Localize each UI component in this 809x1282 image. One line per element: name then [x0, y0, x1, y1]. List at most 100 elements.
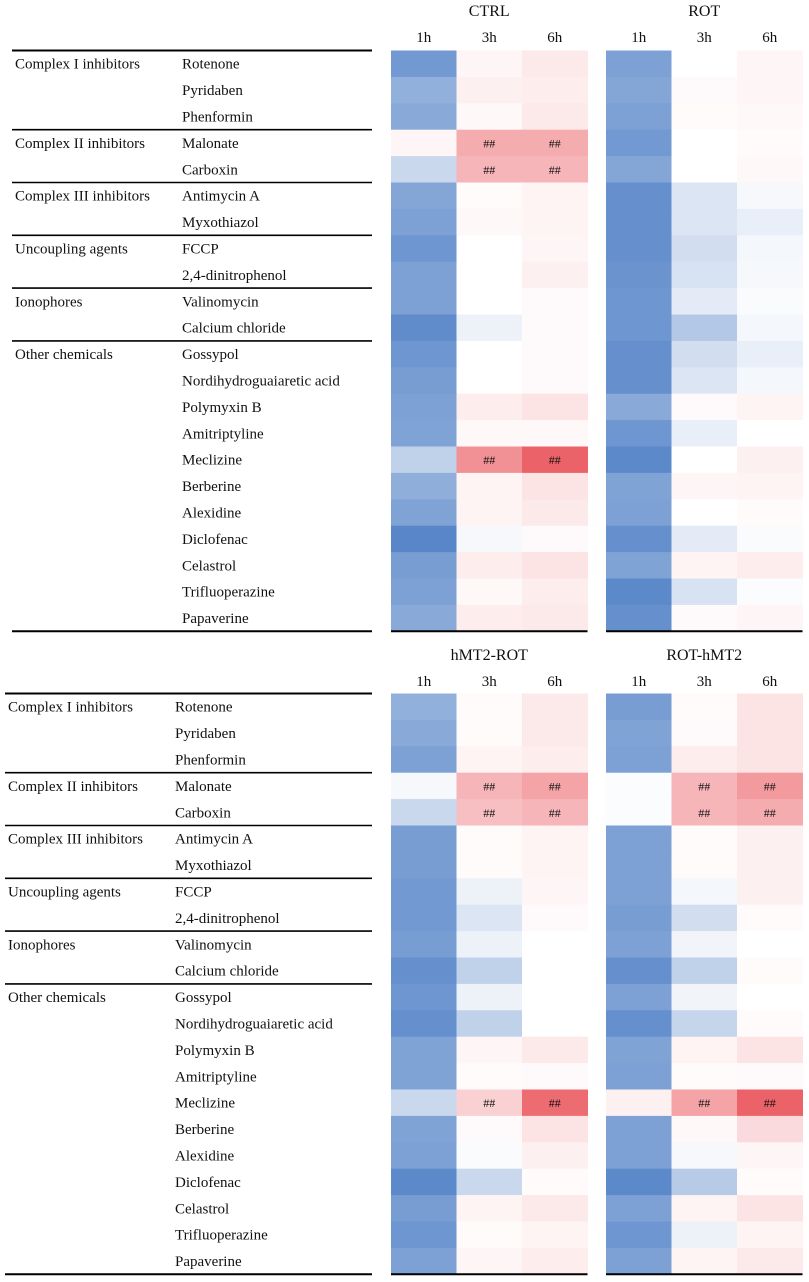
heatmap-cell — [522, 878, 588, 906]
heatmap-cell — [671, 578, 738, 606]
heatmap-cell — [737, 1195, 803, 1222]
heatmap-cell — [737, 1142, 803, 1170]
heatmap-cell — [671, 50, 738, 78]
heatmap-cell — [522, 1168, 588, 1196]
heatmap-cell — [737, 76, 803, 104]
heatmap-cell — [522, 552, 588, 579]
heatmap-cell — [391, 1063, 457, 1090]
heatmap-cell — [737, 825, 803, 853]
heatmap-cell — [737, 746, 803, 774]
compound-label: 2,4-dinitrophenol — [182, 268, 287, 284]
heatmap-cell — [671, 235, 738, 263]
heatmap-cell — [671, 693, 738, 721]
heatmap-cell — [522, 1221, 588, 1249]
heatmap-cell — [737, 904, 803, 932]
heatmap-cell — [737, 1089, 803, 1117]
heatmap-cell — [391, 367, 457, 395]
heatmap-cell — [606, 878, 672, 906]
compound-label: Meclizine — [182, 453, 242, 469]
heatmap-cell — [456, 76, 523, 104]
group-label: Uncoupling agents — [15, 242, 128, 258]
heatmap-cell — [606, 983, 672, 1011]
heatmap-cell — [671, 446, 738, 474]
heatmap-cell — [671, 182, 738, 210]
heatmap-cell — [606, 578, 672, 606]
heatmap-cell — [737, 1115, 803, 1143]
heatmap-cell — [456, 578, 523, 606]
significance-mark: ## — [549, 779, 561, 793]
heatmap-cell — [671, 957, 738, 985]
heatmap-cell — [671, 604, 738, 632]
heatmap-cell — [671, 931, 738, 958]
heatmap-cell — [606, 1036, 672, 1064]
heatmap-cell — [737, 1247, 803, 1275]
heatmap-cell — [606, 208, 672, 236]
panel-title: CTRL — [469, 3, 510, 20]
time-label: 6h — [762, 30, 778, 46]
heatmap-cell — [391, 50, 457, 78]
compound-label: Carboxin — [182, 162, 238, 178]
time-label: 3h — [697, 30, 713, 46]
heatmap-cell — [391, 772, 457, 800]
heatmap-cell — [671, 772, 738, 800]
heatmap-cell — [737, 604, 803, 632]
heatmap-cell — [737, 719, 803, 747]
significance-mark: ## — [483, 806, 495, 820]
heatmap-cell — [671, 525, 738, 553]
heatmap-cell — [606, 261, 672, 289]
heatmap-cell — [391, 578, 457, 606]
heatmap-cell — [606, 1247, 672, 1275]
heatmap-cell — [737, 261, 803, 289]
heatmap-cell — [456, 1168, 523, 1196]
compound-label: Alexidine — [182, 506, 241, 522]
group-label: Complex III inhibitors — [15, 189, 150, 205]
group-label: Complex III inhibitors — [8, 832, 143, 848]
heatmap-cell — [456, 693, 523, 721]
heatmap-cell — [456, 604, 523, 632]
heatmap-cell — [522, 931, 588, 958]
heatmap-cell — [456, 931, 523, 958]
heatmap-cell — [737, 288, 803, 315]
heatmap-cell — [671, 1063, 738, 1090]
heatmap-cell — [522, 1195, 588, 1222]
heatmap-cell — [522, 1142, 588, 1170]
heatmap-cell — [456, 1010, 523, 1038]
heatmap-cell — [606, 156, 672, 183]
heatmap-cell — [456, 208, 523, 236]
heatmap-cell — [391, 552, 457, 579]
heatmap-cell — [391, 851, 457, 879]
heatmap-cell — [671, 208, 738, 236]
heatmap-cell — [737, 1221, 803, 1249]
heatmap-cell — [456, 129, 523, 157]
heatmap-cell — [522, 76, 588, 104]
compound-label: Meclizine — [175, 1096, 235, 1112]
heatmap-cell — [606, 103, 672, 131]
compound-label: Valinomycin — [175, 937, 252, 953]
significance-mark: ## — [483, 453, 495, 467]
heatmap-cell — [522, 156, 588, 183]
heatmap-cell — [606, 1142, 672, 1170]
compound-label: Myxothiazol — [182, 215, 259, 231]
heatmap-cell — [606, 288, 672, 315]
time-label: 6h — [547, 674, 563, 690]
heatmap-cell — [522, 1063, 588, 1090]
heatmap-cell — [522, 799, 588, 826]
compound-label: Antimycin A — [182, 189, 260, 205]
heatmap-cell — [737, 103, 803, 131]
heatmap-cell — [391, 1247, 457, 1275]
heatmap-cell — [456, 851, 523, 879]
compound-label: FCCP — [182, 242, 219, 258]
heatmap-cell — [737, 799, 803, 826]
heatmap-cell — [606, 851, 672, 879]
heatmap-cell — [606, 446, 672, 474]
heatmap-cell — [606, 76, 672, 104]
heatmap-cell — [456, 340, 523, 368]
heatmap-cell — [671, 1247, 738, 1275]
heatmap-cell — [671, 983, 738, 1011]
compound-label: Polymyxin B — [175, 1043, 255, 1059]
heatmap-cell — [671, 1142, 738, 1170]
group-label: Complex II inhibitors — [8, 779, 138, 795]
heatmap-cell — [391, 904, 457, 932]
compound-label: Papaverine — [182, 611, 249, 627]
heatmap-cell — [671, 1195, 738, 1222]
